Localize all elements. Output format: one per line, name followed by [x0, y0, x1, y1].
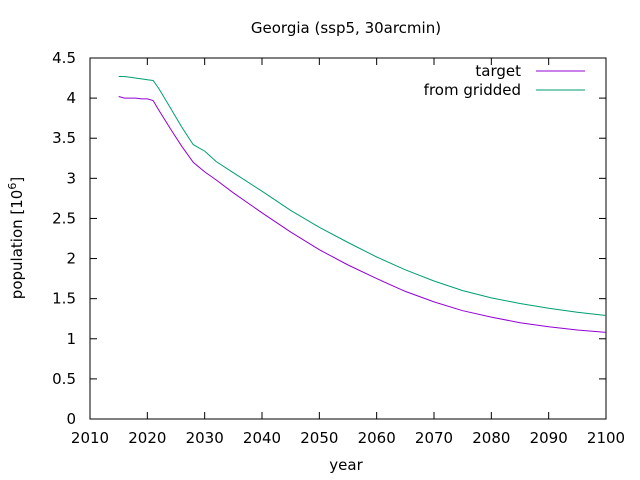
y-axis-label-text: population [10 — [8, 190, 26, 300]
x-tick-label: 2030 — [186, 429, 224, 447]
y-tick-label: 2.5 — [52, 209, 76, 227]
y-axis-label: population [106] — [6, 177, 26, 299]
chart-title: Georgia (ssp5, 30arcmin) — [251, 19, 441, 37]
x-tick-label: 2010 — [71, 429, 109, 447]
y-tick-label: 2 — [66, 250, 76, 268]
x-tick-label: 2020 — [128, 429, 166, 447]
x-axis-label: year — [329, 456, 363, 474]
x-axis: 2010 2020 2030 2040 2050 2060 2070 2080 2090 2100 — [71, 58, 625, 447]
x-tick-label: 2080 — [472, 429, 510, 447]
y-axis: 0 0.5 1 1.5 2 2.5 3 3.5 4 4.5 — [52, 49, 606, 428]
y-axis-label-suffix: ] — [8, 177, 26, 183]
y-tick-label: 3 — [66, 169, 76, 187]
series-layer — [118, 76, 607, 333]
plot-area: 2010 2020 2030 2040 2050 2060 2070 2080 2090 2100… — [52, 49, 625, 447]
y-tick-label: 4 — [66, 89, 76, 107]
series-line-from-gridded — [118, 76, 607, 316]
y-tick-label: 0 — [66, 410, 76, 428]
x-tick-label: 2050 — [300, 429, 338, 447]
x-tick-label: 2070 — [415, 429, 453, 447]
x-tick-label: 2090 — [530, 429, 568, 447]
y-tick-label: 1.5 — [52, 290, 76, 308]
plot-frame — [89, 57, 607, 420]
y-tick-label: 1 — [66, 330, 76, 348]
y-tick-label: 0.5 — [52, 370, 76, 388]
y-tick-label: 4.5 — [52, 49, 76, 67]
series-line-target — [118, 96, 607, 333]
x-tick-label: 2100 — [587, 429, 625, 447]
y-tick-label: 3.5 — [52, 129, 76, 147]
x-tick-label: 2040 — [243, 429, 281, 447]
legend-label: target — [475, 62, 521, 80]
y-axis-label-exponent: 6 — [6, 183, 19, 190]
x-tick-label: 2060 — [358, 429, 396, 447]
legend-label: from gridded — [424, 81, 521, 99]
